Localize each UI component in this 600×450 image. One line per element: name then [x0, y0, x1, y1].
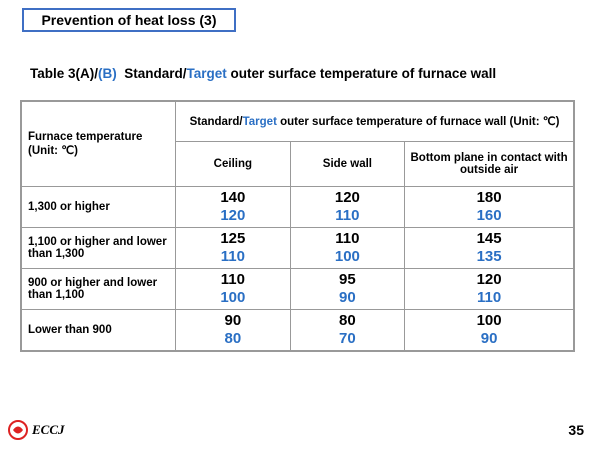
column-header: Side wall: [289, 140, 406, 187]
value-cell: 80 70: [289, 308, 406, 351]
target-value: 120: [220, 206, 246, 224]
row-header: Furnace temperature (Unit: ℃): [20, 100, 177, 187]
value-cell: 145 135: [404, 226, 575, 269]
value-cell: 110 100: [175, 267, 291, 310]
page-number: 35: [568, 422, 584, 438]
target-value: 70: [339, 329, 356, 347]
target-value: 110: [335, 206, 360, 224]
table-row: 1,100 or higher and lower than 1,300 125 1…: [20, 226, 575, 269]
caption-part: Target: [186, 66, 227, 81]
table-row: 900 or higher and lower than 1,100 110 100…: [20, 267, 575, 310]
table-row: Lower than 900 90 80 80 70 100 90: [20, 308, 575, 351]
value-cell: 90 80: [175, 308, 291, 351]
header-part: Target: [242, 116, 277, 129]
standard-value: 110: [220, 270, 245, 288]
row-label: Lower than 900: [20, 308, 177, 351]
table-caption: Table 3(A)/(B) Standard/Target outer sur…: [30, 66, 496, 81]
value-cell: 125 110: [175, 226, 291, 269]
target-value: 90: [480, 329, 498, 347]
target-value: 160: [476, 206, 502, 224]
standard-value: 95: [339, 270, 356, 288]
standard-value: 100: [476, 311, 502, 329]
target-value: 80: [224, 329, 242, 347]
row-label: 1,100 or higher and lower than 1,300: [20, 226, 177, 269]
target-value: 110: [220, 247, 245, 265]
standard-value: 110: [335, 229, 360, 247]
value-cell: 100 90: [404, 308, 575, 351]
row-label: 1,300 or higher: [20, 185, 177, 228]
caption-part: (B): [98, 66, 117, 81]
standard-value: 90: [224, 311, 242, 329]
standard-value: 140: [220, 188, 246, 206]
temperature-table: Furnace temperature (Unit: ℃) Standard/T…: [20, 100, 575, 352]
standard-value: 80: [339, 311, 356, 329]
target-value: 135: [476, 247, 502, 265]
header-part: outer surface temperature of furnace wal…: [276, 116, 560, 129]
standard-value: 145: [476, 229, 502, 247]
standard-value: 120: [476, 270, 502, 288]
group-header: Standard/Target outer surface temperatur…: [175, 100, 575, 142]
caption-part: Table 3(A)/: [30, 66, 99, 81]
column-header: Bottom plane in contact with outside air: [404, 140, 575, 187]
target-value: 90: [339, 288, 356, 306]
logo-icon: [8, 420, 28, 440]
value-cell: 140 120: [175, 185, 291, 228]
header-part: Standard/: [189, 116, 243, 129]
logo-text: ECCJ: [32, 422, 65, 437]
logo: ECCJ: [8, 420, 65, 440]
standard-value: 120: [334, 188, 360, 206]
value-cell: 95 90: [289, 267, 406, 310]
standard-value: 180: [476, 188, 502, 206]
value-cell: 120 110: [404, 267, 575, 310]
column-header: Ceiling: [175, 140, 291, 187]
caption-part: Standard/: [116, 66, 187, 81]
target-value: 110: [476, 288, 502, 306]
caption-part: outer surface temperature of furnace wal…: [226, 66, 497, 81]
table-row: 1,300 or higher 140 120 120 110 180 160: [20, 185, 575, 228]
standard-value: 125: [220, 229, 246, 247]
value-cell: 120 110: [289, 185, 406, 228]
slide-title: Prevention of heat loss (3): [22, 8, 236, 32]
value-cell: 180 160: [404, 185, 575, 228]
target-value: 100: [220, 288, 246, 306]
row-label: 900 or higher and lower than 1,100: [20, 267, 177, 310]
value-cell: 110 100: [289, 226, 406, 269]
target-value: 100: [334, 247, 360, 265]
